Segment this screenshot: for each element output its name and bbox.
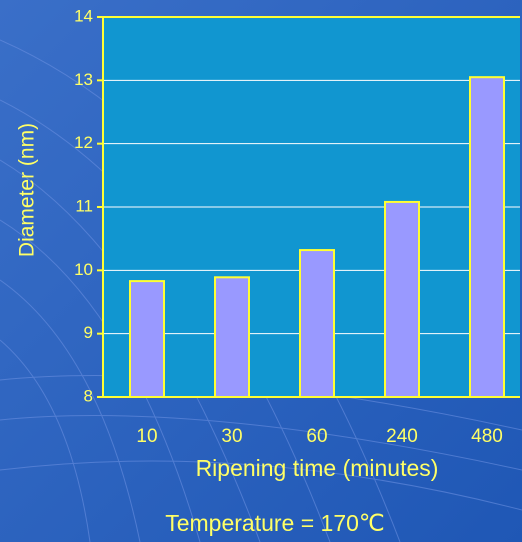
y-tick-label: 13 <box>74 70 93 89</box>
x-tick-label: 60 <box>306 426 327 447</box>
y-tick-label: 8 <box>84 386 93 405</box>
bar <box>215 277 249 397</box>
x-axis-label: Ripening time (minutes) <box>196 455 439 481</box>
x-tick-label: 480 <box>471 426 503 447</box>
bar <box>470 77 504 397</box>
y-tick-label: 9 <box>84 323 93 342</box>
y-tick-label: 11 <box>75 196 93 215</box>
bar <box>130 281 164 397</box>
y-tick-label: 14 <box>74 6 93 25</box>
annotation: Temperature = 170℃ <box>165 510 385 536</box>
bar <box>385 202 419 397</box>
x-tick-label: 10 <box>136 426 157 447</box>
x-tick-label: 30 <box>221 426 242 447</box>
y-tick-label: 10 <box>74 260 93 279</box>
y-tick-label: 12 <box>74 133 93 152</box>
x-tick-label: 240 <box>386 426 418 447</box>
bar <box>300 250 334 397</box>
y-axis-label: Diameter (nm) <box>16 123 39 257</box>
chart: Diameter (nm) Ripening time (minutes) Te… <box>0 0 522 542</box>
